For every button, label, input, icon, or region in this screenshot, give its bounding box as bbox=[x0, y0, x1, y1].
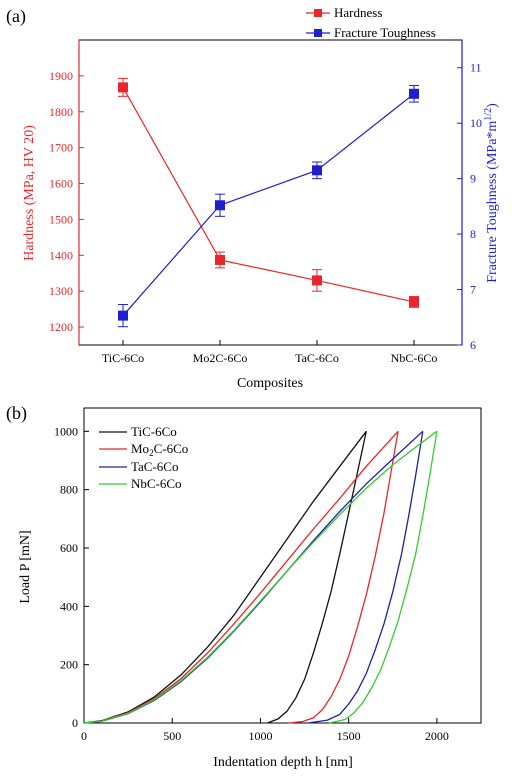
right-axis-title-sup: 1/2 bbox=[483, 108, 494, 121]
y-tick-label: 600 bbox=[60, 541, 78, 555]
left-tick-label: 1500 bbox=[49, 212, 73, 226]
right-tick-label: 11 bbox=[470, 61, 482, 75]
y-ticks-b: 0 200 400 600 800 1000 bbox=[54, 424, 89, 730]
data-point bbox=[409, 296, 419, 307]
legend-label-mo2c: Mo2C-6Co bbox=[131, 441, 188, 458]
data-point bbox=[118, 310, 128, 321]
right-axis-title-end: ) bbox=[485, 103, 500, 108]
left-tick-label: 1300 bbox=[49, 284, 73, 298]
right-tick-label: 6 bbox=[470, 338, 476, 352]
left-y-ticks: 1200 1300 1400 1500 1600 1700 1800 1900 bbox=[49, 69, 84, 334]
series-fracture-toughness bbox=[118, 84, 419, 328]
right-tick-label: 8 bbox=[470, 227, 476, 241]
unloading-curve bbox=[308, 431, 424, 724]
left-tick-label: 1800 bbox=[49, 105, 73, 119]
chart-a: (a) 1200 1300 1400 1500 1600 1700 1800 1900 6 7 8… bbox=[6, 5, 500, 391]
series-nbc-6co bbox=[83, 430, 438, 724]
x-ticks: TiC-6Co Mo2C-6Co TaC-6Co NbC-6Co bbox=[102, 340, 437, 365]
loading-curve bbox=[83, 430, 438, 724]
y-tick-label: 0 bbox=[72, 716, 78, 730]
legend-label-tac: TaC-6Co bbox=[131, 459, 178, 474]
legend-a: Hardness Fracture Toughness bbox=[306, 5, 436, 40]
unloading-curve bbox=[329, 431, 438, 724]
series-a bbox=[118, 77, 419, 328]
panel-a-label: (a) bbox=[6, 6, 26, 27]
legend-label-tic: TiC-6Co bbox=[131, 424, 177, 439]
x-tick-label: 2000 bbox=[425, 729, 449, 743]
legend-b: TiC-6Co Mo2C-6Co TaC-6Co NbC-6Co bbox=[99, 424, 188, 491]
x-tick-label: TiC-6Co bbox=[102, 351, 144, 365]
left-tick-label: 1200 bbox=[49, 320, 73, 334]
panel-b-label: (b) bbox=[6, 403, 27, 424]
data-point bbox=[409, 88, 419, 99]
y-tick-label: 800 bbox=[60, 483, 78, 497]
right-tick-label: 10 bbox=[470, 116, 482, 130]
legend-mo2c-rest: C-6Co bbox=[154, 441, 189, 456]
legend-label-hardness: Hardness bbox=[334, 5, 382, 20]
plot-area-b bbox=[83, 407, 482, 724]
x-tick-label: Mo2C-6Co bbox=[193, 351, 248, 365]
series-line bbox=[122, 87, 415, 303]
left-tick-label: 1700 bbox=[49, 141, 73, 155]
data-point bbox=[312, 275, 322, 286]
data-point bbox=[312, 165, 322, 176]
x-axis-title-a: Composites bbox=[237, 376, 303, 391]
legend-label-nbc: NbC-6Co bbox=[131, 476, 182, 491]
legend-marker-hardness bbox=[314, 9, 322, 17]
y-tick-label: 200 bbox=[60, 658, 78, 672]
y-tick-label: 1000 bbox=[54, 424, 78, 438]
left-tick-label: 1900 bbox=[49, 69, 73, 83]
series-hardness bbox=[118, 77, 419, 308]
legend-marker-toughness bbox=[314, 29, 322, 37]
right-axis-title-a: Fracture Toughness (MPa*m1/2) bbox=[483, 103, 500, 283]
left-axis-title-a: Hardness (MPa, HV 20) bbox=[22, 125, 37, 261]
right-tick-label: 7 bbox=[470, 283, 476, 297]
data-point bbox=[215, 254, 225, 265]
y-tick-label: 400 bbox=[60, 599, 78, 613]
x-tick-label: NbC-6Co bbox=[391, 351, 438, 365]
x-axis-title-b: Indentation depth h [nm] bbox=[213, 755, 353, 770]
data-point bbox=[118, 82, 128, 93]
left-tick-label: 1600 bbox=[49, 177, 73, 191]
x-tick-label: 500 bbox=[163, 729, 181, 743]
right-y-ticks: 6 7 8 9 10 11 bbox=[457, 61, 482, 352]
x-tick-label: 1000 bbox=[248, 729, 272, 743]
unloading-curve bbox=[288, 431, 399, 724]
series-line bbox=[122, 93, 415, 317]
legend-mo2c-base: Mo bbox=[131, 441, 149, 456]
x-tick-label: 1500 bbox=[337, 729, 361, 743]
right-axis-title-main: Fracture Toughness (MPa*m bbox=[485, 121, 500, 283]
series-b bbox=[83, 430, 438, 724]
legend-label-toughness: Fracture Toughness bbox=[334, 25, 436, 40]
x-tick-label: 0 bbox=[81, 729, 87, 743]
unloading-curve bbox=[267, 431, 367, 724]
left-tick-label: 1400 bbox=[49, 248, 73, 262]
data-point bbox=[215, 200, 225, 211]
loading-curve bbox=[83, 430, 367, 724]
right-tick-label: 9 bbox=[470, 172, 476, 186]
x-tick-label: TaC-6Co bbox=[295, 351, 339, 365]
y-axis-title-b: Load P [mN] bbox=[18, 530, 33, 603]
chart-b: (b) 0 200 400 600 800 1000 0 500 1000 1500 2000 I… bbox=[6, 403, 482, 770]
x-ticks-b: 0 500 1000 1500 2000 bbox=[81, 718, 449, 743]
legend-mo2c-sub: 2 bbox=[149, 448, 154, 458]
series-tic-6co bbox=[83, 430, 367, 724]
